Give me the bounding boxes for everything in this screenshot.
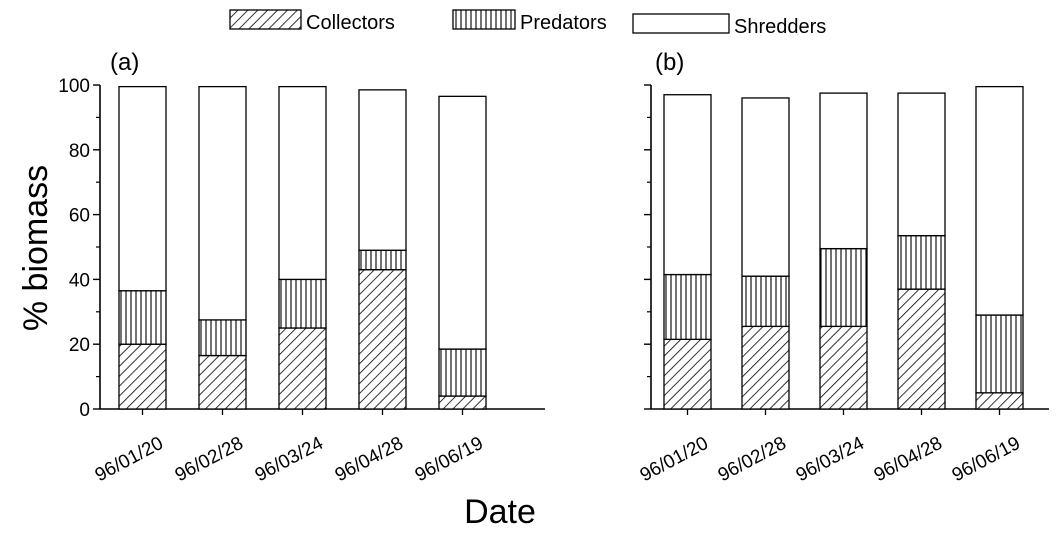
bar-segment-collectors — [975, 392, 1024, 410]
y-tick-label: 40 — [69, 270, 90, 291]
bar-segment-shredders — [198, 85, 247, 321]
bar-segment-predators — [198, 319, 247, 357]
bar-segment-shredders — [897, 92, 946, 237]
x-tick-label: 96/06/19 — [412, 433, 487, 486]
x-tick-label: 96/04/28 — [871, 433, 946, 486]
x-tick-label: 96/03/24 — [252, 433, 328, 486]
legend-swatch-predators — [452, 9, 516, 30]
y-tick-label: 80 — [69, 141, 90, 162]
bar-segment-predators — [438, 348, 487, 397]
x-tick-label: 96/01/20 — [637, 433, 712, 486]
bar-segment-collectors — [819, 325, 868, 410]
y-tick-label: 100 — [58, 76, 90, 97]
legend-swatch-collectors — [229, 9, 302, 30]
bar-segment-predators — [897, 235, 946, 290]
bar-segment-predators — [663, 273, 712, 340]
bar-segment-predators — [819, 247, 868, 328]
bar-segment-shredders — [819, 92, 868, 250]
bar-segment-collectors — [278, 327, 327, 410]
panel-b: (b) 96/01/20 96/02/28 96/03/24 96/04/28 96/06… — [637, 49, 1049, 486]
bar-segment-shredders — [278, 85, 327, 281]
x-tick-label: 96/02/28 — [172, 433, 247, 486]
bar-segment-shredders — [118, 85, 167, 292]
bar-segment-predators — [358, 249, 407, 271]
bar-segment-collectors — [358, 269, 407, 410]
y-tick-label: 0 — [79, 400, 90, 421]
legend-label-predators: Predators — [520, 12, 607, 34]
bar-segment-collectors — [741, 325, 790, 410]
x-tick-label: 96/02/28 — [715, 433, 790, 486]
bar-segment-shredders — [438, 95, 487, 350]
legend-label-collectors: Collectors — [306, 12, 395, 34]
bar-segment-collectors — [663, 338, 712, 410]
x-tick-label: 96/01/20 — [92, 433, 167, 486]
x-axis-title: Date — [464, 493, 536, 531]
bar-segment-shredders — [741, 97, 790, 277]
legend-swatch-shredders — [632, 13, 730, 34]
legend: Collectors Predators Shredders — [229, 9, 826, 38]
bar-segment-collectors — [118, 343, 167, 410]
bar-segment-collectors — [897, 288, 946, 410]
legend-label-shredders: Shredders — [734, 16, 826, 38]
x-tick-label: 96/03/24 — [793, 433, 869, 486]
bar-segment-predators — [278, 278, 327, 329]
bar-segment-shredders — [358, 89, 407, 251]
y-tick-label: 20 — [69, 335, 90, 356]
bar-segment-collectors — [438, 395, 487, 410]
bar-segment-shredders — [975, 85, 1024, 316]
bar-segment-predators — [118, 290, 167, 345]
bar-segment-predators — [975, 314, 1024, 394]
y-axis-title: % biomass — [17, 165, 55, 331]
x-tick-label: 96/06/19 — [949, 433, 1024, 486]
bar-segment-collectors — [198, 354, 247, 410]
bar-segment-predators — [741, 275, 790, 328]
panel-label: (b) — [655, 49, 684, 76]
x-tick-label: 96/04/28 — [332, 433, 407, 486]
panel-label: (a) — [110, 49, 139, 76]
y-tick-label: 60 — [69, 206, 90, 227]
bar-segment-shredders — [663, 94, 712, 276]
